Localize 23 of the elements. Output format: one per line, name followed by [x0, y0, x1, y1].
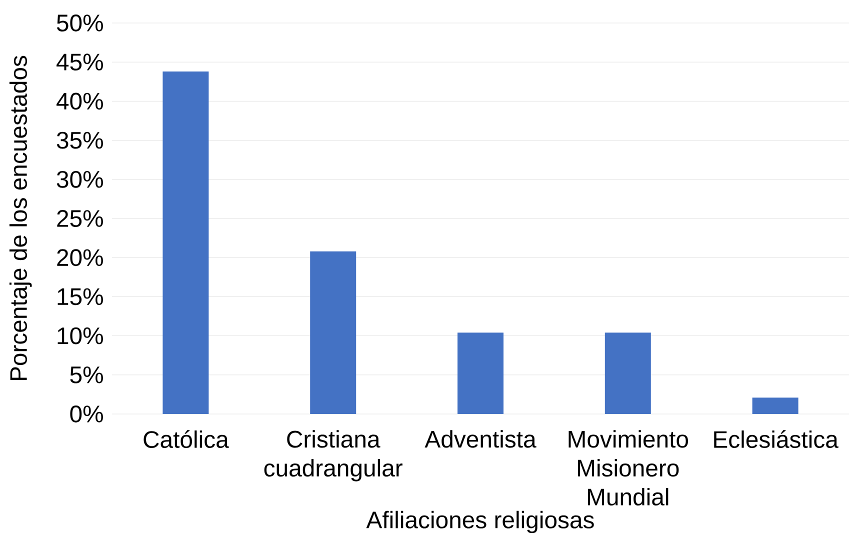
y-axis-title: Porcentaje de los encuestados [9, 56, 32, 380]
y-tick-label: 45% [56, 54, 103, 71]
y-tick-label: 20% [57, 249, 103, 266]
y-tick-label: 50% [56, 14, 103, 32]
bar [162, 71, 209, 414]
y-tick-label: 10% [58, 327, 103, 344]
y-tick-label: 40% [56, 92, 103, 110]
x-tick-label: Cristiana cuadrangular [264, 430, 402, 482]
y-tick-label: 15% [58, 288, 103, 306]
x-axis-title: Afiliaciones religiosas [366, 510, 594, 533]
x-tick-label: Movimiento Misionero Mundial [568, 430, 688, 506]
x-tick-label: Católica [144, 430, 229, 448]
bar [458, 332, 504, 414]
y-tick-label: 25% [57, 210, 103, 227]
y-tick-label: 35% [56, 132, 103, 149]
x-tick-label: Eclesiástica [714, 430, 838, 448]
y-tick-label: 30% [56, 170, 103, 188]
y-tick-label: 5% [70, 366, 103, 384]
y-tick-label: 0% [70, 406, 103, 422]
bar [752, 398, 798, 414]
bar [604, 332, 651, 414]
bar [310, 251, 356, 414]
x-tick-label: Adventista [424, 430, 536, 448]
